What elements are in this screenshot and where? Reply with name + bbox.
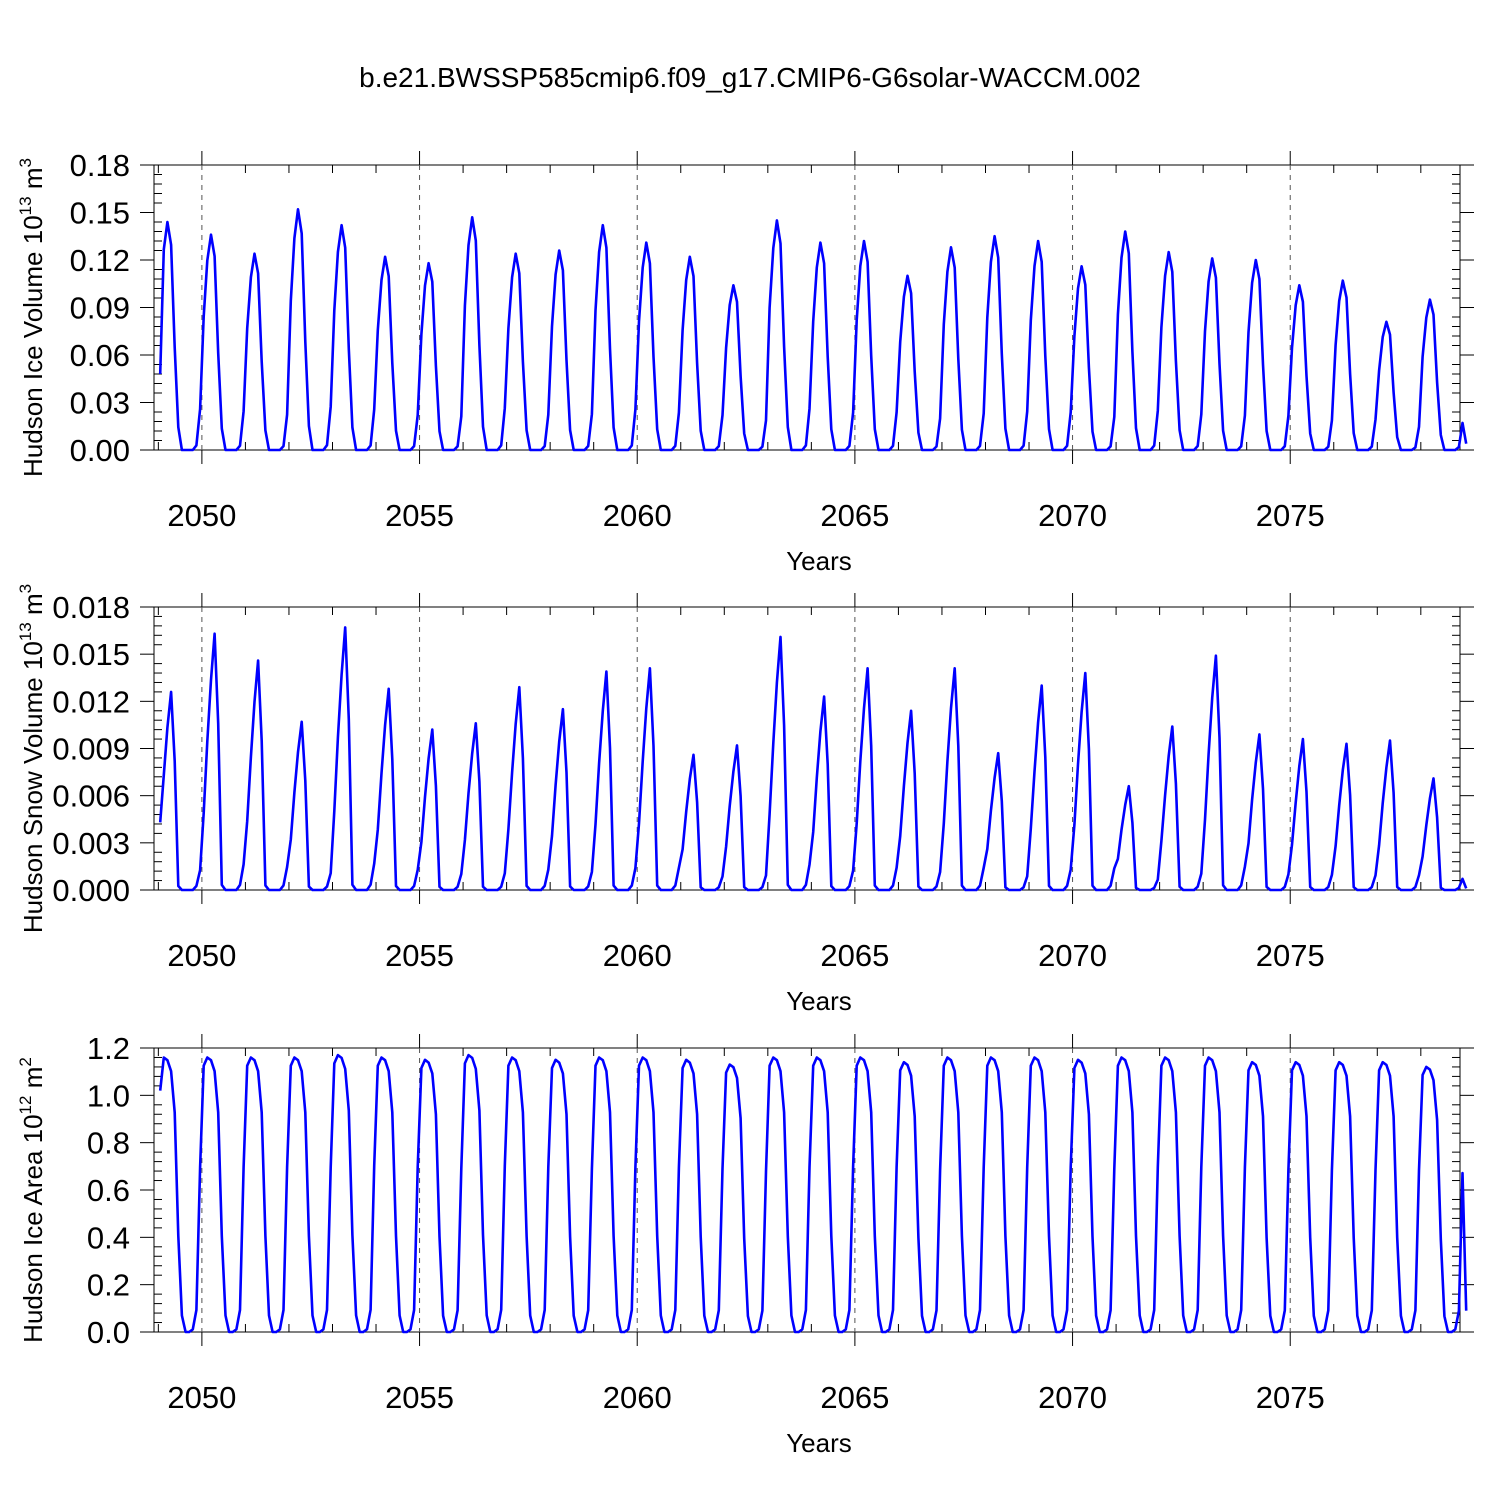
figure-title: b.e21.BWSSP585cmip6.f09_g17.CMIP6-G6sola… (359, 62, 1141, 93)
x-tick-label: 2050 (167, 1380, 236, 1415)
x-tick-label: 2065 (820, 938, 889, 973)
x-tick-label: 2075 (1256, 1380, 1325, 1415)
y-tick-label: 0.0 (87, 1315, 130, 1350)
data-series-line (158, 626, 1468, 892)
y-tick-label: 0.18 (70, 148, 130, 183)
y-tick-label: 0.03 (70, 386, 130, 421)
y-tick-label: 0.012 (52, 684, 130, 719)
y-axis-label: Hudson Ice Volume 1013 m3 (16, 158, 48, 477)
y-tick-label: 0.15 (70, 196, 130, 231)
y-tick-label: 0.000 (52, 873, 130, 908)
x-tick-label: 2065 (820, 498, 889, 533)
y-tick-label: 0.2 (87, 1268, 130, 1303)
chart-panel-2: 2050 2055 2060 2065 2070 2075 0.000 0.003 0.006 0… (16, 584, 1474, 1016)
y-tick-label: 0.06 (70, 338, 130, 373)
y-axis-label: Hudson Ice Area 1012 m2 (16, 1057, 48, 1343)
y-tick-label: 0.4 (87, 1220, 130, 1255)
x-axis-label: Years (786, 986, 852, 1016)
x-tick-label: 2075 (1256, 938, 1325, 973)
chart-panel-1: 2050 2055 2060 2065 2070 2075 0.00 0.03 0.06 0.09… (16, 148, 1474, 576)
y-tick-label: 0.12 (70, 243, 130, 278)
x-tick-label: 2055 (385, 498, 454, 533)
x-tick-label: 2050 (167, 938, 236, 973)
x-axis-label: Years (786, 1428, 852, 1458)
x-axis-label: Years (786, 546, 852, 576)
y-tick-label: 0.8 (87, 1126, 130, 1161)
y-axis-label: Hudson Snow Volume 1013 m3 (16, 584, 48, 933)
y-tick-label: 0.006 (52, 779, 130, 814)
y-tick-label: 0.015 (52, 637, 130, 672)
x-tick-label: 2050 (167, 498, 236, 533)
data-series-line (158, 208, 1468, 452)
y-tick-label: 0.018 (52, 590, 130, 625)
y-tick-label: 0.09 (70, 291, 130, 326)
data-series-line (158, 1053, 1468, 1334)
x-tick-label: 2060 (603, 498, 672, 533)
x-tick-label: 2055 (385, 938, 454, 973)
y-tick-label: 0.009 (52, 732, 130, 767)
x-tick-label: 2075 (1256, 498, 1325, 533)
y-tick-label: 1.0 (87, 1078, 130, 1113)
x-tick-label: 2070 (1038, 498, 1107, 533)
chart-panel-3: 2050 2055 2060 2065 2070 2075 0.0 0.2 0.4 0.6 0.8 1… (16, 1031, 1474, 1458)
x-tick-label: 2070 (1038, 938, 1107, 973)
x-tick-label: 2060 (603, 1380, 672, 1415)
y-tick-label: 0.00 (70, 433, 130, 468)
x-tick-label: 2060 (603, 938, 672, 973)
y-tick-label: 1.2 (87, 1031, 130, 1066)
y-tick-label: 0.6 (87, 1173, 130, 1208)
x-tick-label: 2065 (820, 1380, 889, 1415)
y-tick-label: 0.003 (52, 826, 130, 861)
x-tick-label: 2070 (1038, 1380, 1107, 1415)
x-tick-label: 2055 (385, 1380, 454, 1415)
